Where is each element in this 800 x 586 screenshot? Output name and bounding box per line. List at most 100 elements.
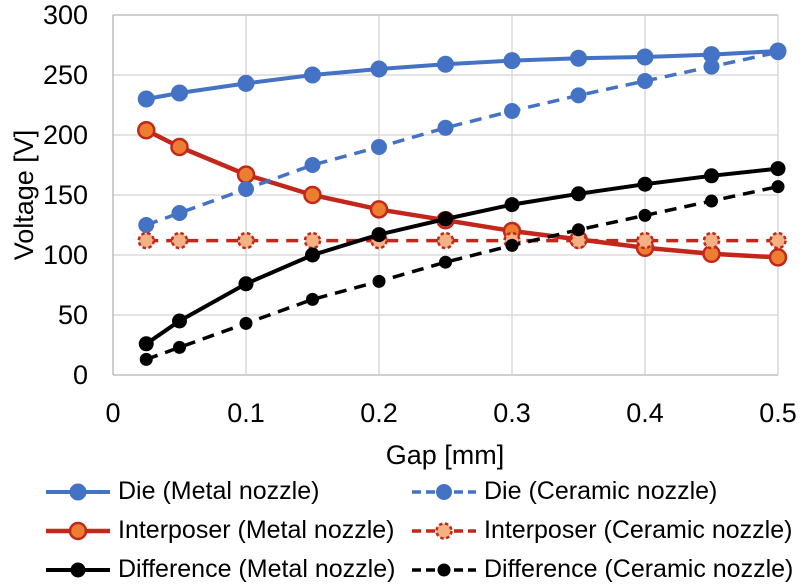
legend-swatch-interposer-metal-icon	[46, 521, 110, 540]
series-5-marker	[306, 292, 319, 306]
series-5-marker	[239, 316, 253, 330]
series-2-marker	[768, 248, 788, 267]
legend-swatch-die-metal-icon	[46, 483, 110, 500]
series-0-marker	[171, 84, 188, 102]
series-4-marker	[704, 168, 719, 184]
x-tick-label: 0.5	[759, 398, 797, 428]
series-1-marker	[171, 205, 188, 221]
series-4-marker	[371, 227, 387, 243]
legend-marker-sample	[436, 483, 452, 500]
legend-marker-sample	[435, 521, 453, 540]
series-5-marker	[505, 238, 519, 252]
legend-item-difference-ceramic: Difference (Ceramic nozzle)	[411, 550, 793, 586]
legend-label-interposer-ceramic: Interposer (Ceramic nozzle)	[484, 516, 793, 544]
legend-marker-sample	[70, 562, 86, 577]
series-1-marker	[238, 181, 254, 197]
series-1-marker	[570, 87, 587, 104]
legend-marker-sample	[69, 483, 87, 500]
y-tick-label: 200	[43, 120, 88, 150]
legend-label-difference-metal: Difference (Metal nozzle)	[118, 555, 396, 583]
series-3-marker	[636, 231, 654, 250]
series-line-5	[145, 184, 779, 362]
series-0-marker	[370, 60, 388, 78]
y-tick-label: 50	[58, 300, 88, 330]
series-3-marker	[769, 231, 787, 250]
legend-swatch-interposer-ceramic-icon	[412, 521, 476, 540]
series-1-marker	[770, 44, 786, 61]
legend-item-interposer-metal: Interposer (Metal nozzle)	[45, 511, 395, 550]
series-4-marker	[504, 197, 520, 213]
legend-swatch-difference-metal-icon	[46, 562, 110, 577]
series-0-marker	[503, 52, 521, 70]
series-5-marker	[173, 340, 186, 354]
x-tick-label: 0	[105, 398, 120, 428]
legend-marker-sample	[68, 521, 88, 540]
series-0-marker	[437, 55, 454, 73]
series-4-marker	[238, 276, 254, 292]
y-tick-label: 100	[43, 240, 88, 270]
series-1-marker	[304, 157, 321, 173]
series-line-1	[145, 50, 779, 227]
series-3-marker	[569, 231, 588, 250]
x-axis-title: Gap [mm]	[386, 440, 505, 470]
y-tick-label: 250	[43, 60, 88, 90]
legend-label-interposer-metal: Interposer (Metal nozzle)	[118, 516, 395, 544]
series-0-marker	[137, 90, 155, 108]
y-tick-label: 150	[43, 180, 88, 210]
series-3-marker	[237, 231, 255, 250]
series-5-marker	[771, 180, 785, 194]
series-4-marker	[770, 161, 786, 177]
y-axis-title: Voltage [V]	[9, 130, 39, 261]
legend-label-die-ceramic: Die (Ceramic nozzle)	[484, 477, 718, 505]
y-tick-label: 0	[73, 360, 88, 390]
series-2-marker	[303, 185, 322, 205]
legend-swatch-difference-ceramic-icon	[412, 563, 476, 576]
chart-generated-root: 0 50 100 150 200 250 300 0 0.1 0.2 0.3 0.4 0.5	[43, 0, 797, 428]
series-2-marker	[702, 244, 721, 264]
series-4-marker	[571, 186, 586, 202]
legend-item-difference-metal: Difference (Metal nozzle)	[45, 550, 395, 586]
series-4-marker	[438, 211, 453, 227]
series-0-marker	[570, 49, 587, 67]
series-3-marker	[137, 231, 155, 250]
series-0-marker	[636, 48, 654, 66]
series-2-marker	[137, 120, 156, 140]
series-5-marker	[705, 194, 718, 208]
series-4-marker	[172, 313, 187, 329]
legend-label-difference-ceramic: Difference (Ceramic nozzle)	[484, 555, 794, 583]
series-5-marker	[572, 223, 585, 237]
legend-marker-sample	[437, 563, 451, 576]
series-2-marker	[170, 137, 189, 157]
series-0-marker	[304, 66, 321, 84]
series-1-marker	[637, 73, 653, 89]
series-1-marker	[138, 217, 155, 233]
legend-column-ceramic: Die (Ceramic nozzle) Interposer (Ceramic…	[411, 472, 793, 586]
legend-item-die-metal: Die (Metal nozzle)	[45, 472, 395, 511]
legend-label-die-metal: Die (Metal nozzle)	[118, 477, 320, 505]
x-tick-label: 0.1	[227, 398, 265, 428]
series-1-marker	[703, 58, 720, 75]
series-5-marker	[638, 208, 652, 222]
series-5-marker	[139, 352, 153, 366]
series-3-marker	[303, 231, 322, 250]
legend-item-interposer-ceramic: Interposer (Ceramic nozzle)	[411, 511, 793, 550]
series-4-marker	[637, 176, 653, 192]
series-1-marker	[504, 103, 520, 119]
series-2-marker	[236, 165, 256, 184]
x-tick-label: 0.4	[626, 398, 664, 428]
legend-column-metal: Die (Metal nozzle) Interposer (Metal noz…	[45, 472, 395, 586]
series-1-marker	[371, 139, 387, 155]
series-3-marker	[702, 231, 721, 250]
series-5-marker	[372, 274, 386, 288]
series-5-marker	[439, 255, 452, 269]
series-4-marker	[138, 336, 154, 352]
series-3-marker	[170, 231, 189, 250]
x-tick-label: 0.2	[360, 398, 398, 428]
series-0-marker	[237, 74, 255, 92]
y-tick-label: 300	[43, 0, 88, 30]
series-2-marker	[369, 200, 389, 219]
x-tick-label: 0.3	[493, 398, 531, 428]
legend-swatch-die-ceramic-icon	[412, 483, 476, 500]
